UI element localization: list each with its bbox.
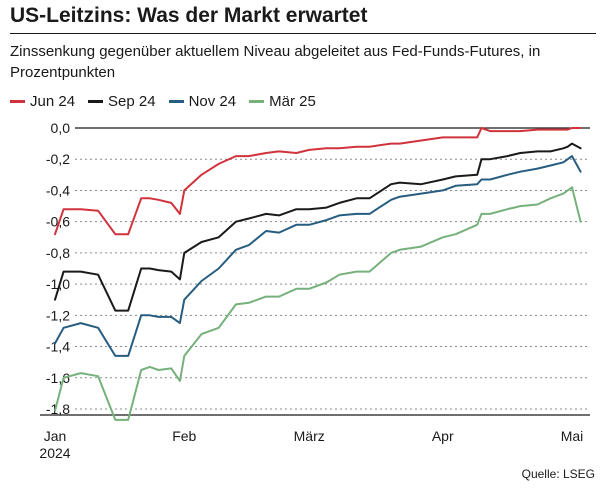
source-note: Quelle: LSEG xyxy=(521,467,595,481)
x-tick-label: Feb xyxy=(172,428,196,444)
legend-item-sep-24: Sep 24 xyxy=(88,93,156,110)
y-tick-label: -1,8 xyxy=(46,401,70,417)
y-tick-label: -1,6 xyxy=(46,370,70,386)
legend-label: Sep 24 xyxy=(108,93,156,110)
chart-title: US-Leitzins: Was der Markt erwartet xyxy=(10,4,368,27)
chart-subtitle: Zinssenkung gegenüber aktuellem Niveau a… xyxy=(10,43,541,81)
legend-swatch xyxy=(168,100,184,103)
legend-label: Jun 24 xyxy=(30,93,76,110)
series-line-sep-24 xyxy=(54,142,582,312)
x-tick-label: Jan xyxy=(44,428,67,444)
y-tick-label: -0,2 xyxy=(46,151,70,167)
y-tick-label: 0,0 xyxy=(51,120,71,136)
y-tick-label: -0,8 xyxy=(46,245,70,261)
title-rule xyxy=(10,33,596,34)
legend-item-nov-24: Nov 24 xyxy=(168,93,237,110)
y-tick-label: -0,4 xyxy=(46,182,70,198)
series-line-m-r-25 xyxy=(54,186,582,421)
y-tick-label: -1,4 xyxy=(46,339,70,355)
legend-swatch xyxy=(10,100,25,103)
y-tick-label: -0,6 xyxy=(46,214,70,230)
legend: Jun 24 Sep 24 Nov 24 Mär 25 xyxy=(10,93,329,110)
series-line-jun-24 xyxy=(54,127,582,236)
legend-label: Mär 25 xyxy=(269,93,316,110)
y-tick-label: -1,2 xyxy=(46,307,70,323)
series-line-nov-24 xyxy=(54,155,582,357)
y-tick-label: -1,0 xyxy=(46,276,70,292)
legend-item-jun-24: Jun 24 xyxy=(10,93,75,110)
legend-item-maer-25: Mär 25 xyxy=(249,93,316,110)
x-tick-label: Apr xyxy=(432,428,454,444)
legend-label: Nov 24 xyxy=(188,93,237,110)
x-tick-label: März xyxy=(294,428,325,444)
legend-swatch xyxy=(249,100,265,103)
x-tick-label: Mai xyxy=(561,428,584,444)
x-tick-sublabel: 2024 xyxy=(39,445,70,461)
legend-swatch xyxy=(88,100,104,103)
